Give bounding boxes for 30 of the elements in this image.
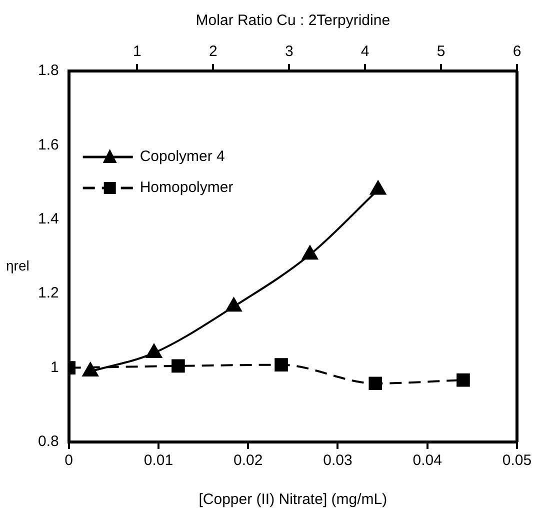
y-tick-label: 1.2 [38,284,59,302]
x2-tick-label: 5 [436,43,446,60]
x2-tick-label: 4 [360,43,370,60]
legend-label: Homopolymer [140,179,234,196]
x2-tick-label: 1 [133,43,142,60]
point [226,298,242,312]
y-tick-label: 1 [50,358,59,376]
x-tick-label: 0.03 [323,452,352,470]
point [274,358,288,372]
legend-label: Copolymer 4 [140,148,225,166]
y-tick-label: 1.4 [38,210,59,228]
point [172,359,185,373]
x-tick-label: 0.04 [412,452,442,470]
x2-tick-label: 2 [209,43,218,60]
point [456,373,470,387]
x2-tick-label: 6 [512,43,522,60]
x-tick-label: 0 [64,452,74,470]
x-tick-label: 0.01 [144,452,174,470]
y-tick-label: 1.6 [38,136,59,154]
y-tick-label: 0.8 [38,433,59,450]
point [370,180,386,195]
y-tick-label: 1.8 [38,62,59,80]
y-axis-title: ηrel [6,257,30,274]
x-tick-label: 0.02 [234,452,263,470]
x2-axis-title: Molar Ratio Cu : 2Terpyridine [196,12,390,30]
point [302,246,318,260]
point [368,376,382,390]
x2-tick-label: 3 [284,43,294,60]
x-tick-label: 0.05 [502,452,532,470]
x-axis-title: [Copper (II) Nitrate] (mg/mL) [198,491,388,508]
